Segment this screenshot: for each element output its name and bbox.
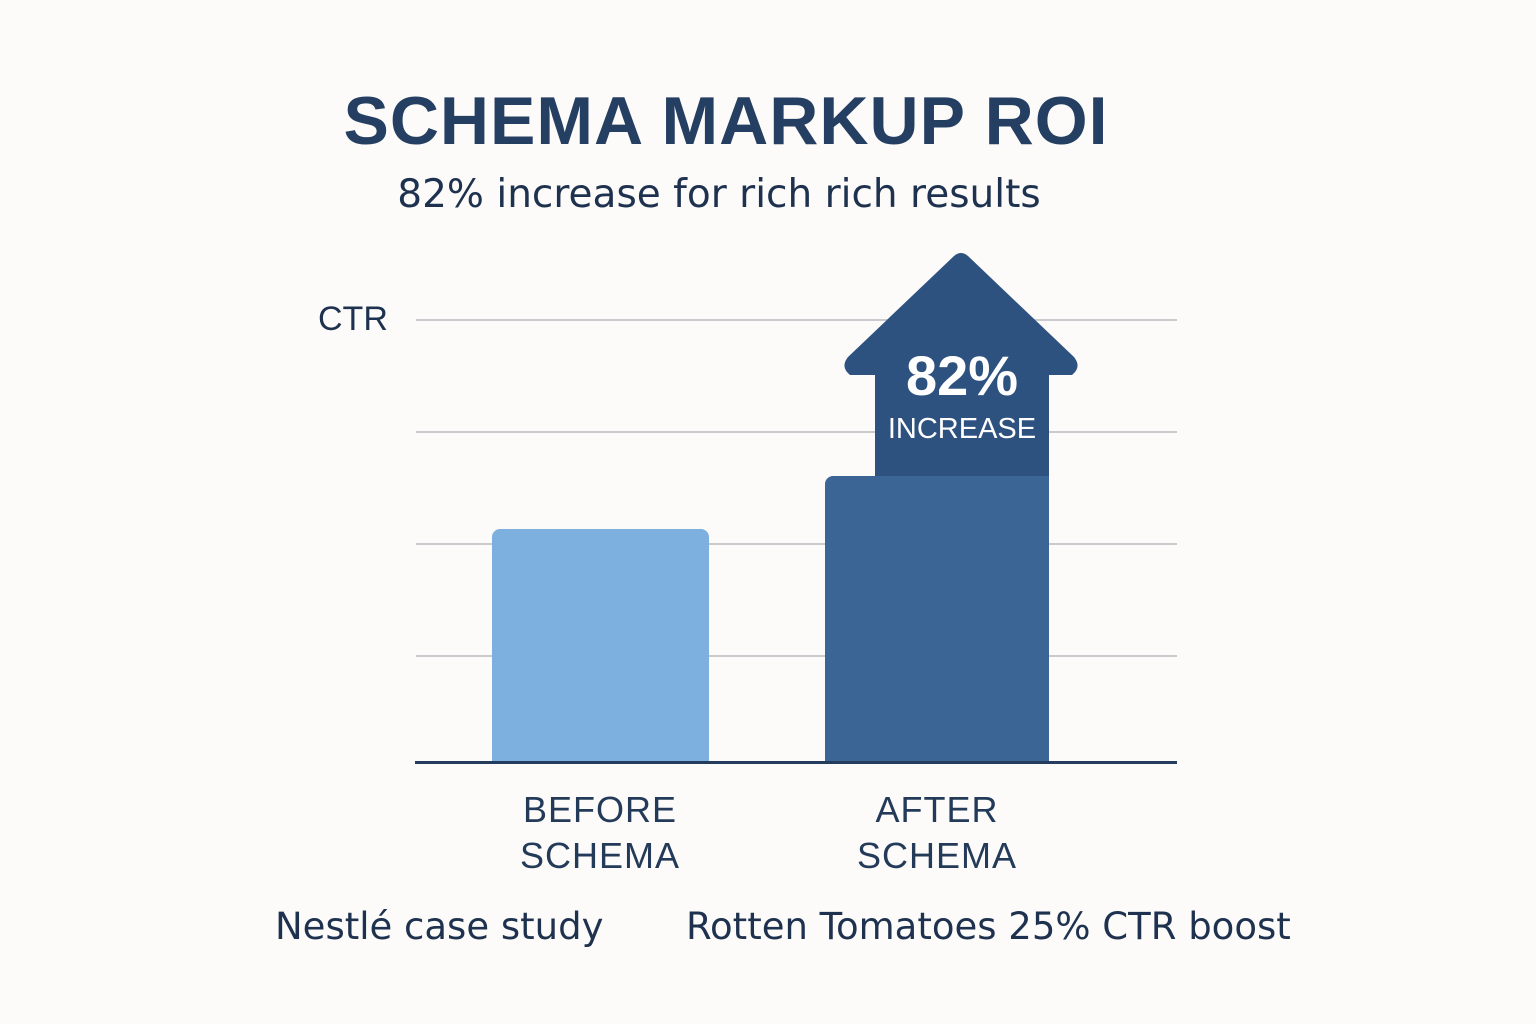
x-label-word: SCHEMA <box>519 835 681 876</box>
y-axis-label: CTR <box>318 300 388 338</box>
bar-after-schema <box>825 476 1049 762</box>
gridline <box>416 655 1177 657</box>
gridline <box>416 319 1177 321</box>
gridline <box>416 431 1177 433</box>
bar-before-schema <box>492 529 709 762</box>
footnote-nestle: Nestlé case study <box>275 905 604 948</box>
chart-title: SCHEMA MARKUP ROI <box>343 83 1109 159</box>
x-label-word: SCHEMA <box>856 835 1018 876</box>
x-axis-baseline <box>415 761 1177 764</box>
footnote-rotten-tomatoes: Rotten Tomatoes 25% CTR boost <box>686 905 1291 948</box>
up-arrow-icon <box>844 253 1078 477</box>
increase-percentage: 82% <box>905 344 1019 407</box>
x-label-before-schema: BEFORE SCHEMA <box>480 787 720 879</box>
gridline <box>416 543 1177 545</box>
x-label-word: BEFORE <box>522 789 678 830</box>
x-label-before-line: BEFORE SCHEMA <box>480 787 720 879</box>
x-label-word: AFTER <box>875 789 999 830</box>
chart-subtitle: 82% increase for rich rich results <box>397 172 1041 217</box>
increase-label: INCREASE <box>887 413 1037 445</box>
x-label-after-schema: AFTER SCHEMA <box>817 787 1057 879</box>
x-label-after-line: AFTER SCHEMA <box>817 787 1057 879</box>
